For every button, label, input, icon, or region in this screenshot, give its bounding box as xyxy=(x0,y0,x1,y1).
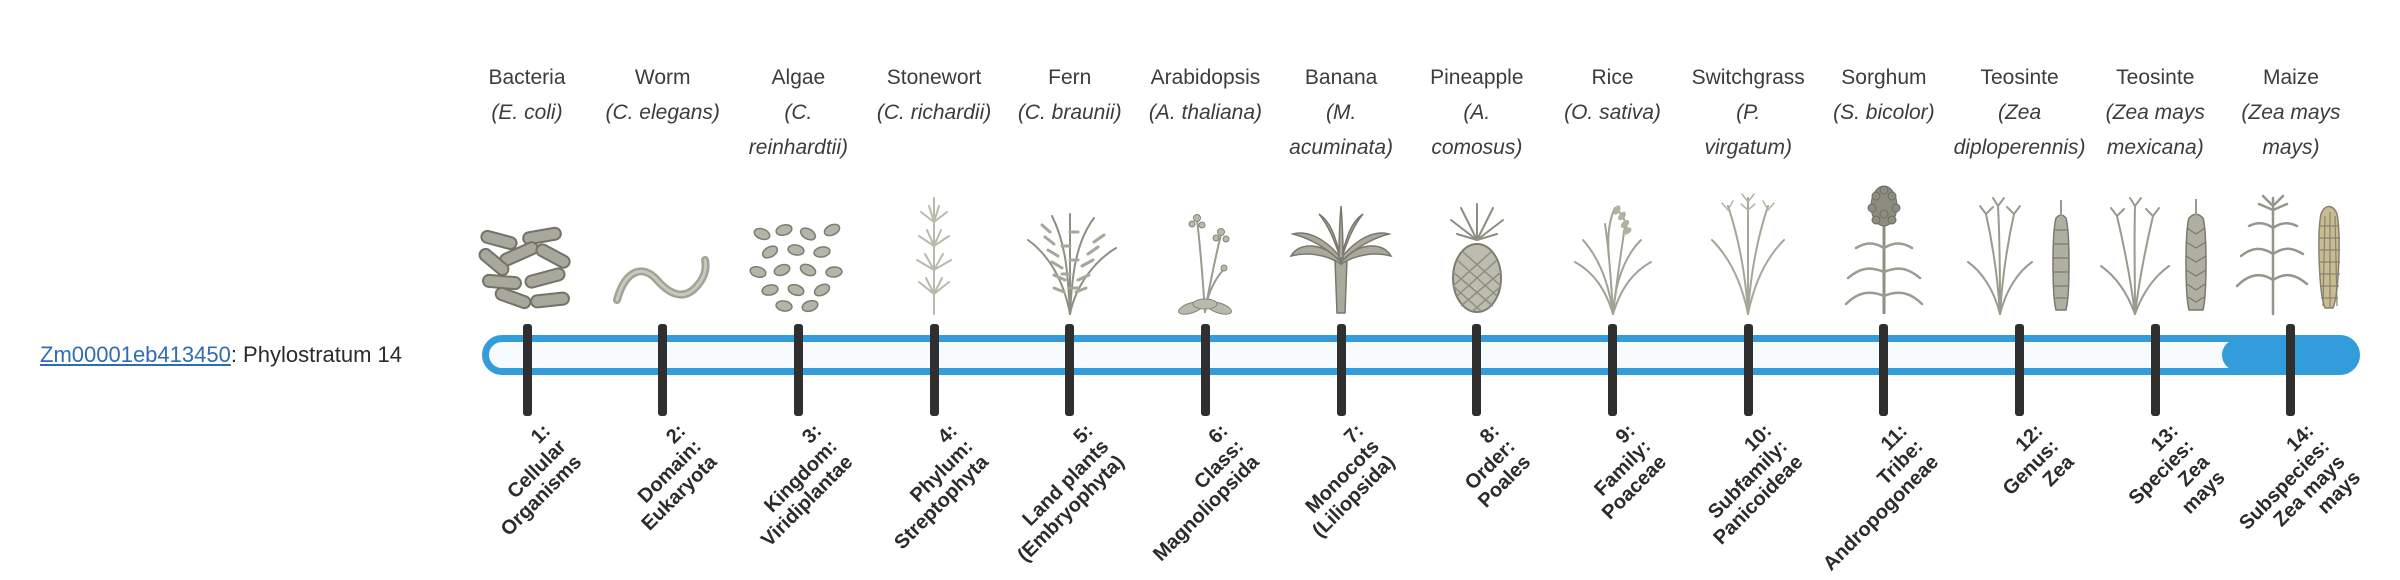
organism-common-name: Fern xyxy=(1048,66,1092,89)
tick-phylostratum-14 xyxy=(2286,324,2296,416)
organism-label-algae: Algae (C. reinhardtii) xyxy=(713,60,883,165)
gene-id-link[interactable]: Zm00001eb413450 xyxy=(40,342,231,367)
organism-scientific-name: (P. xyxy=(1736,101,1761,124)
tick-phylostratum-3 xyxy=(793,324,803,416)
organism-label-rice: Rice (O. sativa) xyxy=(1528,60,1698,130)
organism-label-arabidopsis: Arabidopsis (A. thaliana) xyxy=(1120,60,1290,130)
organism-common-name: Maize xyxy=(2262,66,2319,89)
organism-label-stonewort: Stonewort (C. richardii) xyxy=(849,60,1019,130)
arabidopsis-icon xyxy=(1120,168,1290,316)
phylostratum-label-2: 2: Domain: Eukaryota xyxy=(633,420,722,536)
phylostratum-label-1: 1: Cellular Organisms xyxy=(496,420,586,541)
organism-common-name: Arabidopsis xyxy=(1150,66,1261,89)
tick-phylostratum-4 xyxy=(929,324,939,416)
banana-icon xyxy=(1256,168,1426,316)
timeline-track xyxy=(482,335,2360,375)
phylostratum-label-12: 12: Genus: Zea xyxy=(1998,420,2079,500)
organism-scientific-name: comosus) xyxy=(1431,136,1523,159)
organism-label-teosinte2: Teosinte (Zea mays mexicana) xyxy=(2070,60,2240,165)
organism-scientific-name: (M. xyxy=(1325,101,1357,124)
organism-scientific-name: (C. richardii) xyxy=(876,101,992,124)
rice-icon xyxy=(1528,168,1698,316)
organism-common-name: Algae xyxy=(771,66,826,89)
phylostratum-label-7: 7: Monocots (Liliopsida) xyxy=(1301,420,1400,543)
phylostratum-label-5: 5: Land plants (Embryophyta) xyxy=(1013,420,1129,567)
tick-phylostratum-1 xyxy=(522,324,532,416)
organism-common-name: Worm xyxy=(634,66,691,89)
phylostratum-label-9: 9: Family: Poaceae xyxy=(1590,420,1672,525)
organism-scientific-name: (C. elegans) xyxy=(605,101,720,124)
organism-label-teosinte: Teosinte (Zea diploperennis) xyxy=(1935,60,2105,165)
organism-common-name: Teosinte xyxy=(1980,66,2059,89)
algae-icon xyxy=(713,168,883,316)
phylostratum-label-13: 13: Species: Zea mays xyxy=(2124,420,2230,519)
organism-scientific-name: (A. xyxy=(1463,101,1491,124)
organism-scientific-name: reinhardtii) xyxy=(748,136,848,159)
organism-scientific-name: mays) xyxy=(2262,136,2320,159)
organism-common-name: Pineapple xyxy=(1430,66,1524,89)
sorghum-icon xyxy=(1799,168,1969,316)
tick-phylostratum-6 xyxy=(1200,324,1210,416)
phylostratum-label-10: 10: Subfamily: Panicoideae xyxy=(1703,420,1807,550)
worm-icon xyxy=(578,168,748,316)
organism-scientific-name: virgatum) xyxy=(1704,136,1792,159)
organism-common-name: Sorghum xyxy=(1841,66,1927,89)
organism-common-name: Banana xyxy=(1304,66,1378,89)
organism-scientific-name: (C. braunii) xyxy=(1017,101,1122,124)
tick-phylostratum-12 xyxy=(2015,324,2025,416)
organism-label-switchgrass: Switchgrass (P. virgatum) xyxy=(1663,60,1833,165)
organism-scientific-name: (Zea mays xyxy=(2241,101,2341,124)
teosinte-icon xyxy=(1935,168,2105,316)
organism-label-bacteria: Bacteria (E. coli) xyxy=(442,60,612,130)
tick-phylostratum-10 xyxy=(1743,324,1753,416)
gene-phylostratum-text: : Phylostratum 14 xyxy=(230,342,403,367)
organism-label-pineapple: Pineapple (A. comosus) xyxy=(1392,60,1562,165)
organism-common-name: Stonewort xyxy=(886,66,982,89)
organism-scientific-name: (C. xyxy=(784,101,813,124)
organism-scientific-name: (Zea xyxy=(1997,101,2042,124)
organism-scientific-name: acuminata) xyxy=(1289,136,1394,159)
organism-label-maize: Maize (Zea mays mays) xyxy=(2206,60,2376,165)
tick-phylostratum-11 xyxy=(1879,324,1889,416)
organism-label-fern: Fern (C. braunii) xyxy=(985,60,1155,130)
phylostratum-label-3: 3: Kingdom: Viridiplantae xyxy=(756,420,858,552)
organism-scientific-name: (E. coli) xyxy=(491,101,563,124)
gene-label: Zm00001eb413450: Phylostratum 14 xyxy=(40,342,402,368)
organism-label-sorghum: Sorghum (S. bicolor) xyxy=(1799,60,1969,130)
maize-icon xyxy=(2206,168,2376,316)
bacteria-icon xyxy=(442,168,612,316)
tick-phylostratum-7 xyxy=(1336,324,1346,416)
organism-scientific-name: mexicana) xyxy=(2106,136,2204,159)
organism-scientific-name: (Zea mays xyxy=(2105,101,2205,124)
switchgrass-icon xyxy=(1663,168,1833,316)
tick-phylostratum-13 xyxy=(2150,324,2160,416)
phylostratum-label-11: 11: Tribe: Andropogoneae xyxy=(1818,420,1943,576)
tick-phylostratum-8 xyxy=(1472,324,1482,416)
stonewort-icon xyxy=(849,168,1019,316)
organism-common-name: Rice xyxy=(1591,66,1634,89)
organism-scientific-name: (O. sativa) xyxy=(1564,101,1661,124)
organism-label-banana: Banana (M. acuminata) xyxy=(1256,60,1426,165)
organism-scientific-name: (S. bicolor) xyxy=(1833,101,1935,124)
organism-scientific-name: (A. thaliana) xyxy=(1148,101,1263,124)
organism-common-name: Bacteria xyxy=(488,66,566,89)
tick-phylostratum-2 xyxy=(658,324,668,416)
organism-common-name: Teosinte xyxy=(2116,66,2195,89)
phylostratum-label-8: 8: Order: Poales xyxy=(1461,420,1536,513)
phylostratum-label-4: 4: Phylum: Streptophyta xyxy=(889,420,993,554)
teosinte2-icon xyxy=(2070,168,2240,316)
phylostratum-label-14: 14: Subspecies: Zea mays mays xyxy=(2235,420,2366,535)
tick-phylostratum-9 xyxy=(1608,324,1618,416)
tick-phylostratum-5 xyxy=(1065,324,1075,416)
organism-label-worm: Worm (C. elegans) xyxy=(578,60,748,130)
organism-common-name: Switchgrass xyxy=(1691,66,1805,89)
organism-scientific-name: diploperennis) xyxy=(1953,136,2086,159)
phylostratum-label-6: 6: Class: Magnoliopsida xyxy=(1149,420,1265,566)
pineapple-icon xyxy=(1392,168,1562,316)
fern-icon xyxy=(985,168,1155,316)
